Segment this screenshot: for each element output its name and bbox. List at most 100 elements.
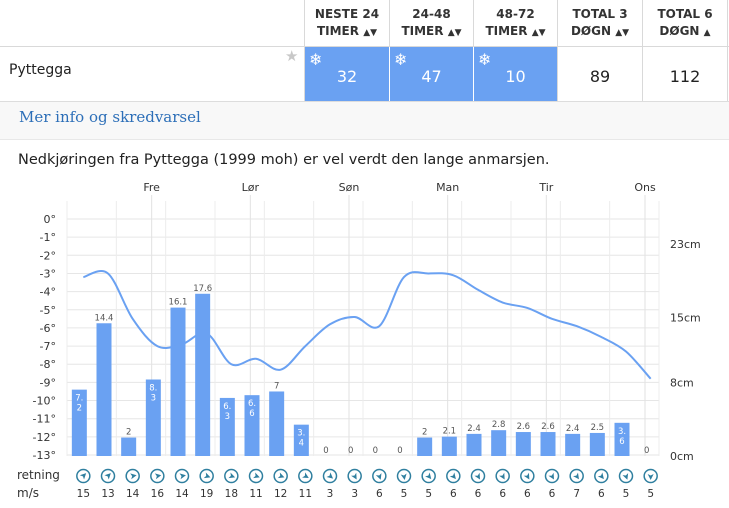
snow-bar-label: 0 [348, 446, 353, 456]
sort-both-icon: ▲▼ [363, 28, 378, 38]
column-header-48-72h[interactable]: 48-72 TIMER ▲▼ [474, 0, 557, 46]
snow-bar [71, 389, 87, 456]
snow-bar [565, 433, 581, 456]
snow-bar-label: 6. 6 [248, 399, 256, 419]
temp-tick-label: -8° [40, 358, 56, 371]
temp-tick-label: -12° [33, 431, 56, 444]
snow-bar [614, 422, 630, 456]
wind-arrow-icon [253, 472, 260, 479]
temp-tick-label: -6° [40, 322, 56, 335]
snow-bar-label: 3. 6 [618, 427, 626, 447]
wind-speed-value: 11 [249, 488, 262, 500]
wind-arrow-icon [351, 472, 357, 480]
snow-cell-total-6d: 112 [643, 47, 727, 101]
temp-tick-label: -11° [33, 413, 56, 426]
wind-arrow-icon [523, 472, 530, 480]
wind-arrow-icon [622, 473, 629, 480]
wind-arrow-icon [597, 472, 604, 480]
wind-speed-value: 6 [450, 488, 457, 500]
temperature-line [83, 270, 652, 380]
wind-arrow-icon [79, 473, 87, 480]
day-label: Fre [143, 181, 160, 194]
table-divider [642, 0, 643, 101]
snow-tick-label: 0cm [670, 450, 694, 463]
snowflake-icon: ❄ [309, 50, 323, 69]
day-label: Søn [339, 181, 360, 194]
snow-tick-label: 15cm [670, 312, 701, 325]
snow-bar-label: 8. 3 [149, 383, 157, 403]
wind-arrow-icon [130, 473, 137, 480]
header-line2: TIMER [401, 24, 444, 38]
snow-bar [121, 437, 137, 456]
snow-bar [540, 432, 556, 456]
wind-speed-value: 6 [549, 488, 556, 500]
snow-value: 47 [421, 67, 442, 86]
snow-value: 89 [589, 67, 611, 86]
wind-speed-value: 12 [274, 488, 287, 500]
wind-speed-value: 5 [623, 488, 630, 500]
location-name[interactable]: Pyttegga [9, 62, 72, 78]
snow-bar-label: 0 [323, 446, 328, 456]
snow-bar [417, 437, 433, 456]
header-line2: TIMER [316, 24, 359, 38]
wind-arrow-icon [302, 472, 309, 478]
temp-tick-label: -9° [40, 376, 56, 389]
header-line1: NESTE 24 [314, 7, 380, 21]
location-cell [0, 47, 304, 101]
snowflake-icon: ❄ [478, 50, 492, 69]
wind-speed-value: 14 [126, 488, 140, 500]
snow-bar [441, 436, 457, 456]
snow-bar-label: 0 [397, 446, 402, 456]
column-header-total-3d[interactable]: TOTAL 3 DØGN ▲▼ [558, 0, 642, 46]
snow-bar [96, 323, 112, 456]
wind-arrow-icon [573, 472, 579, 480]
snow-bar-label: 2 [422, 428, 427, 438]
wind-speed-value: 3 [327, 488, 334, 500]
snow-bar [244, 395, 260, 456]
wind-speed-value: 14 [175, 488, 189, 500]
sort-both-icon: ▲▼ [615, 28, 630, 38]
snow-bar-label: 2.4 [467, 424, 481, 434]
snow-bar-label: 0 [373, 446, 378, 456]
snow-bar [145, 379, 161, 456]
snow-bar-label: 7 [274, 381, 279, 391]
wind-arrow-icon [425, 472, 432, 480]
wind-speed-value: 18 [225, 488, 238, 500]
wind-speed-value: 11 [299, 488, 312, 500]
column-header-24-48h[interactable]: 24-48 TIMER ▲▼ [390, 0, 473, 46]
wind-speed-value: 3 [351, 488, 358, 500]
snow-bar [269, 391, 285, 456]
snow-value: 10 [505, 67, 526, 86]
wind-speed-value: 6 [598, 488, 605, 500]
table-divider [0, 46, 729, 47]
snowflake-icon: ❄ [394, 50, 408, 69]
table-divider [389, 0, 390, 46]
temp-tick-label: -4° [40, 286, 56, 299]
more-info-link[interactable]: Mer info og skredvarsel [19, 108, 201, 126]
snow-tick-label: 8cm [670, 376, 694, 389]
star-icon[interactable]: ★ [285, 47, 299, 65]
wind-arrow-icon [326, 472, 334, 479]
location-description: Nedkjøringen fra Pyttegga (1999 moh) er … [18, 152, 550, 168]
header-line2: TIMER [485, 24, 528, 38]
wind-speed-value: 5 [647, 488, 654, 500]
snow-bar-label: 2.4 [566, 424, 580, 434]
snow-bar-label: 0 [644, 446, 649, 456]
wind-speed-value: 5 [425, 488, 432, 500]
temp-tick-label: -2° [40, 249, 56, 262]
snow-bar-label: 2.5 [591, 423, 605, 433]
column-header-total-6d[interactable]: TOTAL 6 DØGN ▲ [643, 0, 727, 46]
day-label: Tir [538, 181, 553, 194]
column-header-next-24h[interactable]: NESTE 24 TIMER ▲▼ [305, 0, 389, 46]
snow-bar-label: 16.1 [169, 298, 188, 308]
snow-bar-label: 2.6 [517, 422, 531, 432]
snow-value: 112 [669, 67, 701, 86]
header-line1: 24-48 [412, 7, 451, 21]
snow-bar-label: 17.6 [193, 284, 212, 294]
table-divider [727, 0, 728, 101]
wind-arrow-icon [548, 472, 554, 480]
snow-tick-label: 23cm [670, 238, 701, 251]
sort-up-icon: ▲ [703, 28, 711, 38]
temp-tick-label: -3° [40, 267, 56, 280]
